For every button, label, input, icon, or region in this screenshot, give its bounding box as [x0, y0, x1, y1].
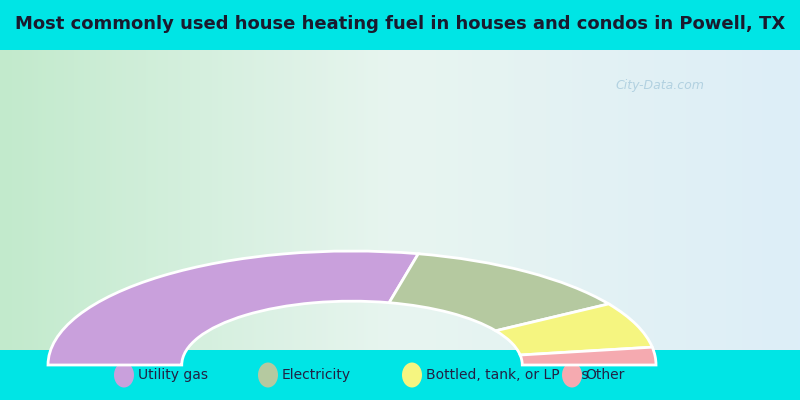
Text: Other: Other — [586, 368, 625, 382]
Ellipse shape — [114, 362, 134, 388]
Wedge shape — [48, 251, 418, 365]
Text: City-Data.com: City-Data.com — [615, 80, 705, 92]
Ellipse shape — [258, 362, 278, 388]
Text: Electricity: Electricity — [282, 368, 350, 382]
Text: Most commonly used house heating fuel in houses and condos in Powell, TX: Most commonly used house heating fuel in… — [15, 15, 785, 33]
Wedge shape — [389, 254, 609, 331]
Wedge shape — [496, 304, 652, 355]
Wedge shape — [520, 347, 656, 365]
Text: Utility gas: Utility gas — [138, 368, 208, 382]
Ellipse shape — [402, 362, 422, 388]
Ellipse shape — [562, 362, 582, 388]
Text: Bottled, tank, or LP gas: Bottled, tank, or LP gas — [426, 368, 588, 382]
